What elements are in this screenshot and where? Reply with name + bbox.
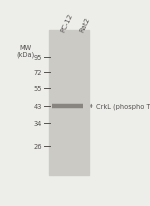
Bar bbox=[49, 31, 88, 176]
Text: 72: 72 bbox=[33, 69, 42, 75]
Text: 55: 55 bbox=[33, 86, 42, 92]
Text: 26: 26 bbox=[33, 143, 42, 149]
Text: 95: 95 bbox=[34, 54, 42, 60]
Text: CrkL (phospho Tyr207): CrkL (phospho Tyr207) bbox=[96, 103, 150, 110]
Text: 34: 34 bbox=[34, 121, 42, 127]
Text: 43: 43 bbox=[34, 103, 42, 109]
Text: PC-12: PC-12 bbox=[60, 13, 74, 33]
Text: Rat2: Rat2 bbox=[79, 16, 91, 33]
Text: MW
(kDa): MW (kDa) bbox=[17, 44, 35, 57]
